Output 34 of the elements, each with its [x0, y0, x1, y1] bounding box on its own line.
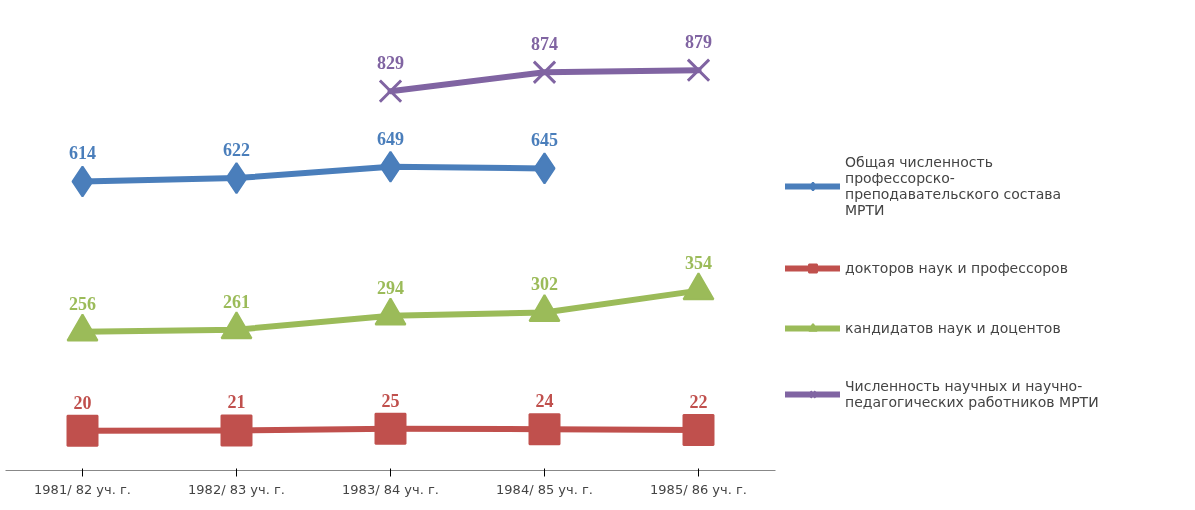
point [374, 412, 407, 445]
x-tick-label: 1983/ 84 уч. г. [342, 481, 439, 497]
point [378, 79, 403, 104]
point [532, 60, 557, 85]
data-label: 614 [69, 143, 96, 164]
data-label: 829 [377, 53, 404, 74]
x-tick-label: 1984/ 85 уч. г. [496, 481, 593, 497]
data-label: 22 [689, 391, 708, 412]
x-tick-label: 1981/ 82 уч. г. [34, 481, 131, 497]
point [686, 58, 711, 83]
data-label: 261 [223, 291, 250, 312]
data-label: 874 [531, 34, 558, 55]
data-label: 294 [377, 277, 404, 298]
data-label: 256 [69, 293, 96, 314]
data-label: 879 [685, 32, 712, 53]
x-tick-label: 1982/ 83 уч. г. [188, 481, 285, 497]
point [682, 413, 715, 446]
data-label: 645 [531, 130, 558, 151]
point [220, 414, 253, 447]
data-label: 649 [377, 128, 404, 149]
data-label: 25 [381, 390, 400, 411]
x-tick-label: 1985/ 86 уч. г. [650, 481, 747, 497]
data-label: 302 [531, 274, 558, 295]
legend-label: докторов наук и профессоров [845, 259, 1068, 278]
data-label: 622 [223, 140, 250, 161]
data-label: 24 [535, 391, 554, 412]
point [66, 414, 99, 447]
data-label: 354 [685, 252, 712, 273]
data-label: 20 [73, 392, 92, 413]
point [528, 413, 561, 446]
data-label: 21 [227, 392, 246, 413]
legend-label: кандидатов наук и доцентов [845, 319, 1061, 338]
legend-label: Численность научных и научно-педагогических работников МРТИ [845, 378, 1099, 410]
legend-label: Общая численность профессорско-преподавательского состава МРТИ [845, 154, 1062, 218]
